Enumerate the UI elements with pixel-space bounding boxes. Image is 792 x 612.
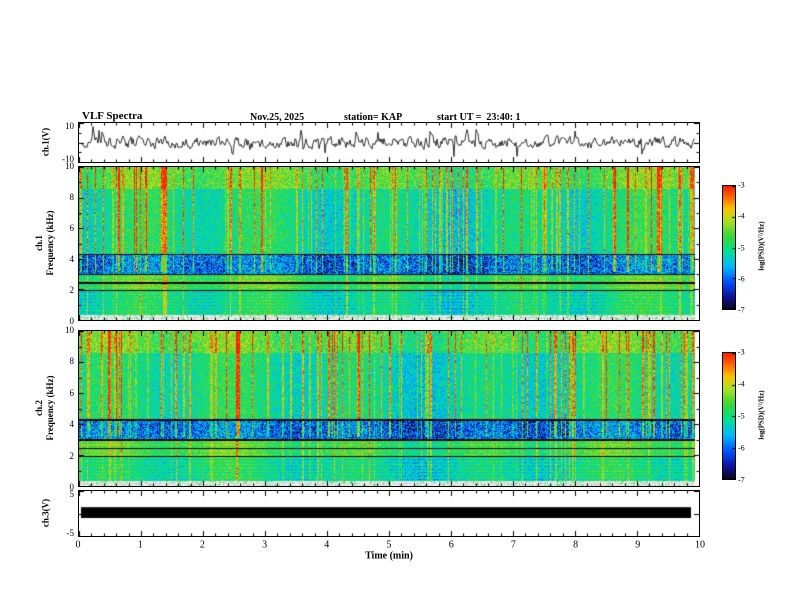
x-tick-label: 6	[448, 539, 454, 551]
colorbar-ch2	[722, 352, 736, 480]
ch1-spec-y-tick-label: 0	[69, 316, 75, 326]
colorbar-ch1-label-text: log(PSD)(V²/Hz)	[757, 221, 766, 271]
ch1-voltage-axis-label: ch.1(V)	[40, 128, 51, 156]
colorbar1-tick-label: -6	[738, 274, 745, 284]
ch2-frequency-axis-label: ch.2 Frequency (kHz)	[34, 375, 57, 440]
colorbar1-tick-label: -5	[738, 243, 745, 252]
ch2-axis-frequency-text: Frequency (kHz)	[45, 375, 55, 441]
colorbar2-tick-label: -5	[738, 411, 745, 421]
x-tick-label: 7	[510, 539, 516, 551]
colorbar1-tick-label: -4	[738, 211, 745, 221]
colorbar-ch1-canvas	[723, 186, 735, 309]
colorbar-ch2-canvas	[723, 353, 735, 479]
ch1-spec-y-tick-label: 2	[69, 285, 75, 295]
ch1-spectrogram-panel	[78, 166, 700, 321]
ch2-spec-y-tick-label: 2	[69, 450, 75, 461]
ch3-ymax-label: 5	[69, 489, 75, 499]
ch2-spec-y-tick-label: 0	[69, 482, 75, 492]
x-tick-label: 8	[573, 539, 579, 551]
ch2-spec-y-tick-label: 10	[65, 325, 74, 335]
colorbar2-tick-label: -4	[738, 379, 745, 389]
ch2-spectrogram-canvas	[79, 331, 699, 486]
x-tick-label: 0	[75, 539, 81, 551]
x-tick-label: 4	[324, 539, 330, 551]
ch1-spec-y-tick-label: 6	[69, 223, 75, 233]
ch2-spec-y-tick-label: 8	[69, 356, 75, 367]
ch2-spec-y-tick-label: 6	[69, 387, 75, 398]
x-tick-label: 9	[635, 539, 641, 551]
ch2-spec-y-tick-label: 4	[69, 419, 75, 430]
x-tick-label: 10	[695, 539, 705, 551]
ch1-wave-ymax-label: 10	[65, 121, 74, 131]
header-start-ut: start UT = 23:40: 1	[437, 112, 521, 123]
colorbar-ch1	[722, 185, 736, 310]
colorbar2-tick-label: -7	[738, 475, 745, 485]
ch1-wave-ymin-label: -10	[62, 154, 74, 164]
time-axis-label: Time (min)	[365, 550, 413, 562]
x-tick-label: 5	[386, 539, 392, 551]
header-date: Nov.25, 2025	[250, 112, 305, 123]
colorbar-ch2-label: log(PSD)(V²/Hz)	[758, 390, 767, 439]
ch1-spectrogram-canvas	[79, 167, 699, 320]
x-tick-label: 2	[199, 539, 205, 551]
ch1-axis-frequency-text: Frequency (kHz)	[45, 210, 55, 276]
x-tick-label: 1	[137, 539, 143, 551]
ch2-axis-channel-text: ch.2	[33, 400, 44, 416]
x-tick-label: 3	[262, 539, 268, 551]
colorbar1-tick-label: -7	[738, 305, 745, 315]
ch3-voltage-axis-text: ch.3(V)	[40, 498, 51, 528]
ch3-panel	[78, 490, 700, 537]
header-station: station= KAP	[344, 112, 403, 123]
figure-title: VLF Spectra	[82, 110, 143, 122]
ch3-voltage-axis-label: ch.3(V)	[40, 499, 51, 527]
ch1-spec-y-tick-label: 8	[69, 192, 75, 202]
ch1-waveform-canvas	[79, 123, 699, 162]
ch1-spec-y-tick-label: 10	[65, 161, 74, 171]
ch1-voltage-axis-text: ch.1(V)	[40, 127, 51, 157]
colorbar2-tick-label: -3	[738, 347, 745, 357]
colorbar-ch2-label-text: log(PSD)(V²/Hz)	[757, 390, 766, 440]
colorbar-ch1-label: log(PSD)(V²/Hz)	[758, 221, 767, 270]
ch3-ymin-label: -5	[66, 528, 75, 538]
colorbar2-tick-label: -6	[738, 443, 745, 453]
ch1-waveform-panel	[78, 122, 700, 163]
colorbar1-tick-label: -3	[738, 180, 745, 190]
ch1-spec-y-tick-label: 4	[69, 254, 75, 264]
ch1-frequency-axis-label: ch.1 Frequency (kHz)	[34, 210, 57, 275]
ch2-spectrogram-panel	[78, 330, 700, 487]
ch3-canvas	[79, 491, 699, 536]
ch1-axis-channel-text: ch.1	[33, 235, 44, 251]
